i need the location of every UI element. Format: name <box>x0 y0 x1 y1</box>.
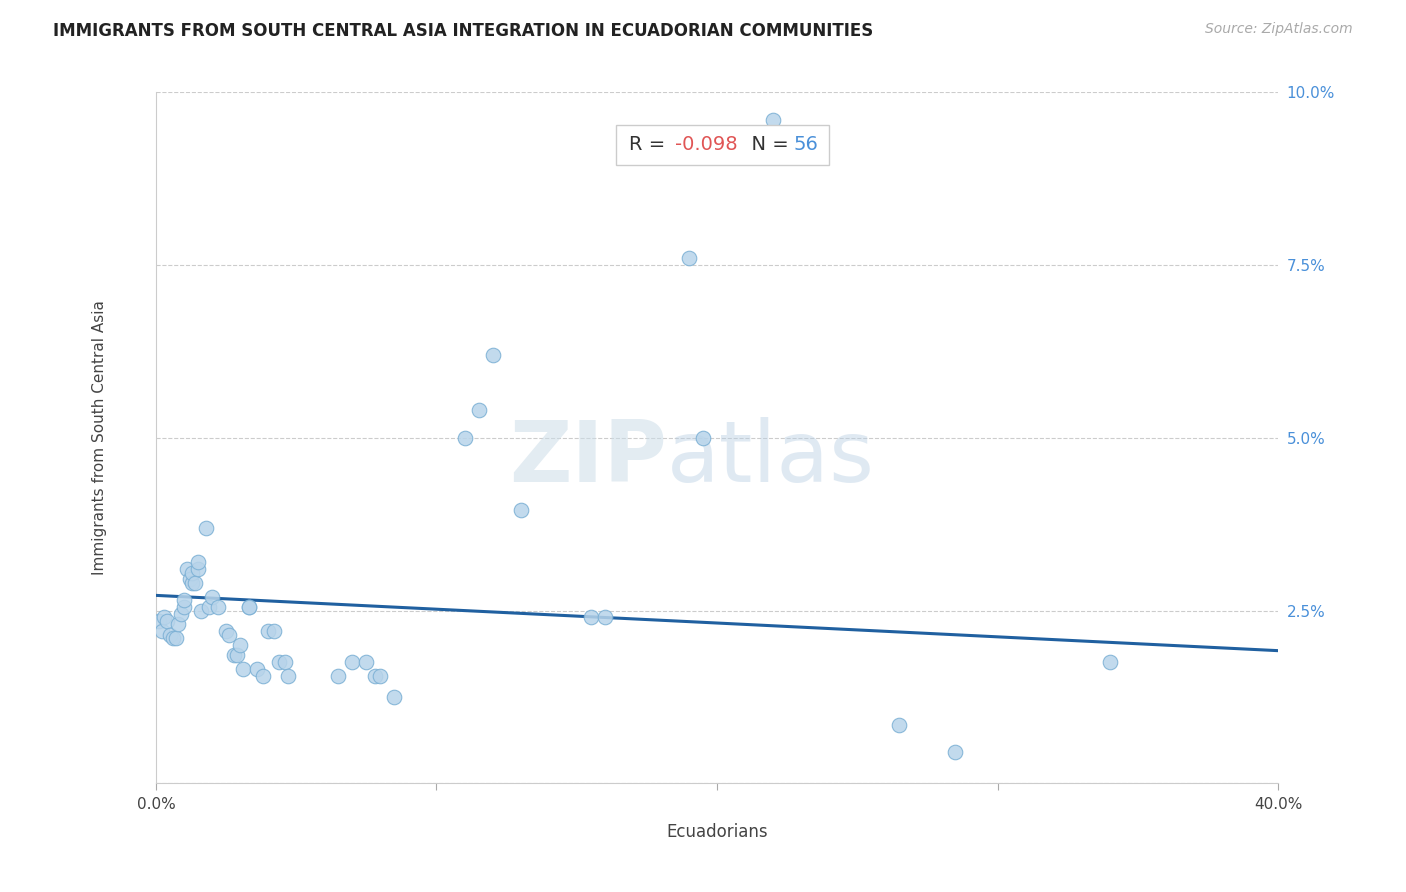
Point <box>170 607 193 621</box>
Point <box>181 576 204 591</box>
Text: atlas: atlas <box>666 417 875 500</box>
Point <box>238 600 260 615</box>
Point <box>198 600 221 615</box>
Point <box>945 745 967 759</box>
Text: IMMIGRANTS FROM SOUTH CENTRAL ASIA INTEGRATION IN ECUADORIAN COMMUNITIES: IMMIGRANTS FROM SOUTH CENTRAL ASIA INTEG… <box>53 22 873 40</box>
Point <box>246 662 269 676</box>
Point <box>215 624 238 639</box>
Point <box>167 617 190 632</box>
Point <box>1098 656 1121 670</box>
Point <box>467 403 489 417</box>
Point <box>176 562 198 576</box>
Point <box>150 624 173 639</box>
Point <box>889 717 911 731</box>
Point <box>187 562 209 576</box>
Point <box>181 566 204 580</box>
Text: -0.098: -0.098 <box>675 136 738 154</box>
Point <box>201 590 224 604</box>
Point <box>207 600 229 615</box>
Point <box>509 503 531 517</box>
Point <box>179 573 201 587</box>
Point <box>162 631 184 645</box>
Point <box>229 638 252 652</box>
Text: N =: N = <box>740 136 796 154</box>
Point <box>364 669 387 683</box>
Point <box>328 669 350 683</box>
Point <box>173 593 195 607</box>
Point <box>232 662 254 676</box>
Point <box>692 431 714 445</box>
Point <box>153 610 176 624</box>
Point <box>384 690 406 704</box>
Point <box>224 648 246 663</box>
Y-axis label: Immigrants from South Central Asia: Immigrants from South Central Asia <box>93 301 107 575</box>
Point <box>481 348 503 362</box>
Text: Source: ZipAtlas.com: Source: ZipAtlas.com <box>1205 22 1353 37</box>
Point <box>159 628 181 642</box>
Point <box>593 610 616 624</box>
Point <box>453 431 475 445</box>
Point <box>579 610 602 624</box>
Point <box>187 555 209 569</box>
Point <box>252 669 274 683</box>
Point <box>257 624 280 639</box>
Point <box>269 656 291 670</box>
Point <box>277 669 299 683</box>
FancyBboxPatch shape <box>616 125 830 165</box>
Point <box>678 251 700 265</box>
Text: 56: 56 <box>793 136 818 154</box>
Point <box>370 669 392 683</box>
Point <box>165 631 187 645</box>
Point <box>263 624 285 639</box>
Point <box>226 648 249 663</box>
Point <box>342 656 364 670</box>
Point <box>238 600 260 615</box>
Point <box>274 656 297 670</box>
Point <box>184 576 207 591</box>
X-axis label: Ecuadorians: Ecuadorians <box>666 823 768 841</box>
Point <box>762 113 785 128</box>
Point <box>195 521 218 535</box>
Point <box>356 656 378 670</box>
Point <box>218 628 240 642</box>
Point <box>173 600 195 615</box>
Point <box>190 604 212 618</box>
Point <box>156 614 179 628</box>
Text: ZIP: ZIP <box>509 417 666 500</box>
Text: R =: R = <box>630 136 672 154</box>
Point <box>148 614 170 628</box>
